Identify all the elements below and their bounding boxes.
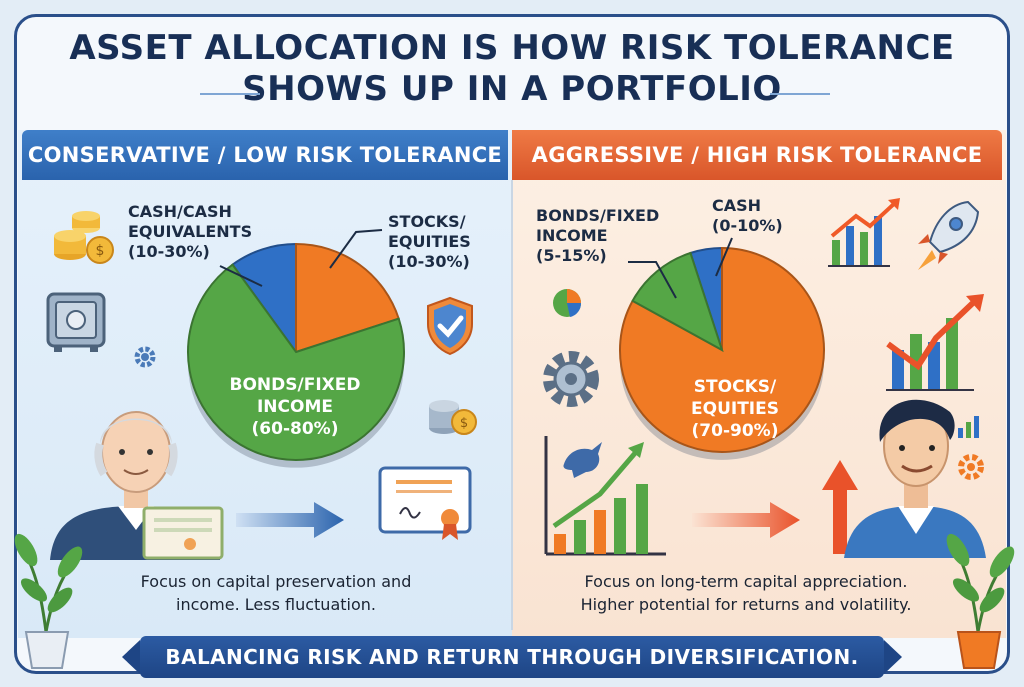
aggressive-slice-stocks [619,246,825,453]
arrow-up-icon [822,460,858,554]
aggressive-banner: AGGRESSIVE / HIGH RISK TOLERANCE [512,130,1002,180]
safe-icon [46,292,106,352]
title-rule-left [200,93,260,95]
conservative-bonds-label: BONDS/FIXED INCOME (60-80%) [229,375,361,439]
conservative-slice-stocks [295,242,400,354]
svg-text:$: $ [460,416,468,431]
aggressive-cash-label: CASH (0-10%) [712,196,783,235]
bull-icon [563,442,602,478]
older-man-illustration [50,411,224,560]
conservative-stocks-leader [329,229,383,269]
bar-chart-up-icon [828,198,900,267]
aggressive-caption: Focus on long-term capital appreciation.… [536,570,956,616]
aggressive-caption-line-1: Focus on long-term capital appreciation. [584,572,908,591]
title-rule-right [770,93,830,95]
conservative-caption-line-2: income. Less fluctuation. [176,595,376,614]
pie-chart-icon [553,289,582,317]
growth-chart-icon [886,294,984,391]
svg-text:$: $ [96,243,105,259]
aggressive-bonds-leader [628,261,677,299]
aggressive-slice-bonds-fixed [631,251,724,353]
coins-icon: $ [54,211,114,264]
conservative-caption: Focus on capital preservation and income… [96,570,456,616]
footer-tip-left [122,640,140,674]
footer-tip-right [884,640,902,674]
conservative-banner: CONSERVATIVE / LOW RISK TOLERANCE [22,130,508,180]
aggressive-cash-leader [715,237,733,277]
gear-large-icon [543,351,599,407]
plant-icon [14,533,83,669]
shield-check-icon [427,296,473,356]
arrow-right-orange-icon [692,502,800,538]
title-line-2: SHOWS UP IN A PORTFOLIO [242,69,782,109]
gear-icon [134,346,156,368]
panel-divider [511,180,513,630]
page-title: ASSET ALLOCATION IS HOW RISK TOLERANCE S… [0,28,1024,110]
plant-icon-right [946,533,1015,669]
rocket-icon [918,200,980,270]
conservative-cash-leader [219,265,263,287]
gear-small-icon [958,454,984,480]
conservative-cash-label: CASH/CASH EQUIVALENTS (10-30%) [128,202,253,261]
footer-banner: BALANCING RISK AND RETURN THROUGH DIVERS… [140,636,884,678]
certificate-icon [378,466,472,540]
bar-chart-growth-icon [544,436,666,556]
conservative-stocks-label: STOCKS/ EQUITIES (10-30%) [388,212,471,271]
title-line-1: ASSET ALLOCATION IS HOW RISK TOLERANCE [69,28,955,68]
conservative-slice-bonds-fixed [187,263,405,461]
conservative-caption-line-1: Focus on capital preservation and [140,572,412,591]
aggressive-bonds-label: BONDS/FIXED INCOME (5-15%) [536,206,660,265]
aggressive-stocks-label: STOCKS/ EQUITIES (70-90%) [691,377,779,441]
aggressive-caption-line-2: Higher potential for returns and volatil… [580,595,912,614]
arrow-right-icon [236,502,344,538]
coins-stack-icon: $ [429,400,477,435]
mini-bars-icon [958,416,979,438]
